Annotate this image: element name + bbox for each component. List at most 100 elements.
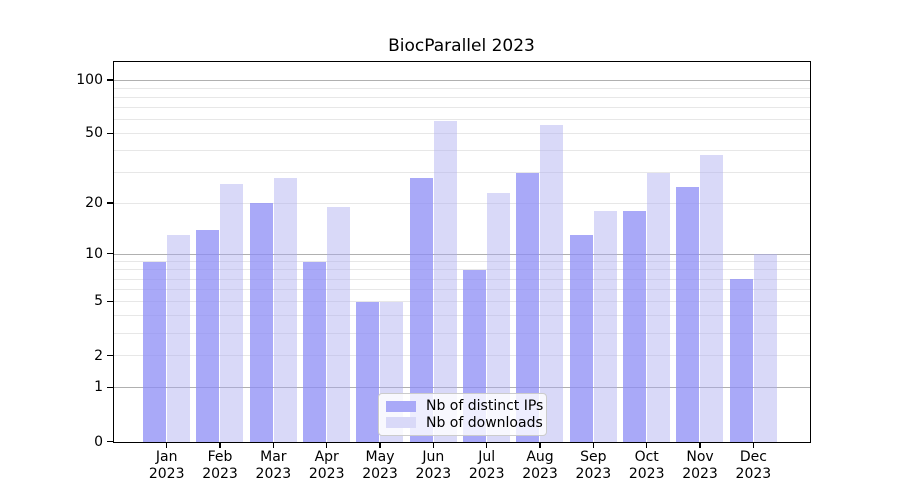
bar-distinct-ips-apr xyxy=(302,261,326,442)
y-tick-label: 10 xyxy=(85,245,103,262)
bar-distinct-ips-may xyxy=(356,301,380,442)
x-tick-mark xyxy=(592,443,594,448)
x-tick-mark xyxy=(272,443,274,448)
gridline-minor xyxy=(114,119,810,121)
legend-swatch-downloads xyxy=(386,417,416,429)
x-tick-label-nov: Nov 2023 xyxy=(673,449,727,483)
x-tick-year: 2023 xyxy=(255,465,292,482)
x-tick-month: May xyxy=(365,448,395,465)
x-tick-label-jan: Jan 2023 xyxy=(140,449,194,483)
bar-distinct-ips-jan xyxy=(142,261,166,442)
legend-label-downloads: Nb of downloads xyxy=(426,414,543,431)
y-tick-mark xyxy=(107,441,113,443)
x-tick-label-oct: Oct 2023 xyxy=(620,449,674,483)
bar-downloads-jun xyxy=(433,121,457,442)
gridline-major xyxy=(114,79,810,81)
x-tick-month: Feb xyxy=(207,448,233,465)
legend: Nb of distinct IPs Nb of downloads xyxy=(378,393,547,436)
gridline-minor xyxy=(114,97,810,99)
gridline-minor xyxy=(114,133,810,135)
gridline-minor xyxy=(114,87,810,89)
gridline-major xyxy=(114,253,810,255)
x-tick-month: Oct xyxy=(634,448,659,465)
gridline-minor xyxy=(114,202,810,204)
x-tick-year: 2023 xyxy=(202,465,238,482)
y-tick-label: 20 xyxy=(85,195,103,212)
bar-downloads-mar xyxy=(273,178,297,442)
x-tick-month: Jan xyxy=(155,448,178,465)
x-tick-year: 2023 xyxy=(628,465,665,482)
x-tick-label-may: May 2023 xyxy=(353,449,407,483)
gridline-minor xyxy=(114,278,810,280)
bar-downloads-oct xyxy=(646,172,670,442)
bar-distinct-ips-jun xyxy=(409,178,433,442)
x-tick-year: 2023 xyxy=(522,465,558,482)
x-tick-month: Aug xyxy=(526,448,554,465)
bar-downloads-aug xyxy=(540,125,564,442)
x-tick-label-dec: Dec 2023 xyxy=(726,449,780,483)
x-tick-year: 2023 xyxy=(415,465,452,482)
y-tick-label: 5 xyxy=(94,293,103,310)
x-tick-mark xyxy=(379,443,381,448)
x-tick-label-jun: Jun 2023 xyxy=(406,449,460,483)
x-tick-year: 2023 xyxy=(735,465,772,482)
gridline-minor xyxy=(114,150,810,152)
bar-distinct-ips-feb xyxy=(196,229,220,442)
gridline-minor xyxy=(114,315,810,317)
bar-downloads-dec xyxy=(753,254,777,442)
x-tick-mark xyxy=(699,443,701,448)
x-tick-month: Nov xyxy=(686,448,714,465)
bar-distinct-ips-dec xyxy=(729,279,753,442)
bar-distinct-ips-sep xyxy=(569,235,593,442)
gridline-minor xyxy=(114,332,810,334)
x-tick-mark xyxy=(432,443,434,448)
x-tick-label-mar: Mar 2023 xyxy=(246,449,300,483)
legend-item-downloads: Nb of downloads xyxy=(386,415,543,431)
legend-item-distinct-ips: Nb of distinct IPs xyxy=(386,398,543,414)
x-tick-year: 2023 xyxy=(682,465,718,482)
y-tick-label: 1 xyxy=(94,379,103,396)
plot-area xyxy=(113,61,811,443)
x-tick-mark xyxy=(486,443,488,448)
bar-distinct-ips-nov xyxy=(676,186,700,442)
y-tick-mark xyxy=(107,354,113,357)
bar-downloads-feb xyxy=(220,183,244,442)
x-tick-year: 2023 xyxy=(148,465,185,482)
gridline-minor xyxy=(114,288,810,290)
y-tick-label: 100 xyxy=(76,71,103,88)
y-tick-label: 2 xyxy=(94,347,103,364)
y-tick-label: 0 xyxy=(94,433,103,450)
x-tick-year: 2023 xyxy=(575,465,612,482)
gridline-minor xyxy=(114,261,810,262)
y-tick-mark xyxy=(107,79,113,81)
y-tick-mark xyxy=(107,253,113,255)
x-tick-month: Apr xyxy=(314,448,339,465)
chart-title: BiocParallel 2023 xyxy=(388,36,535,56)
y-tick-mark xyxy=(107,386,113,388)
x-tick-mark xyxy=(646,443,648,448)
legend-label-distinct-ips: Nb of distinct IPs xyxy=(426,398,544,415)
x-tick-month: Sep xyxy=(580,448,607,465)
x-tick-label-sep: Sep 2023 xyxy=(566,449,620,483)
bar-distinct-ips-mar xyxy=(249,203,273,442)
x-tick-mark xyxy=(752,443,754,448)
bar-downloads-sep xyxy=(593,211,617,442)
x-tick-mark xyxy=(219,443,221,448)
x-tick-year: 2023 xyxy=(308,465,345,482)
x-tick-year: 2023 xyxy=(468,465,505,482)
bar-distinct-ips-oct xyxy=(622,211,646,442)
gridline-minor xyxy=(114,355,810,357)
bar-downloads-jan xyxy=(166,235,190,442)
gridline-minor xyxy=(114,107,810,109)
y-tick-label: 50 xyxy=(85,125,103,142)
x-tick-month: Jul xyxy=(478,448,496,465)
bar-downloads-nov xyxy=(700,154,724,442)
x-tick-year: 2023 xyxy=(362,465,398,482)
bar-distinct-ips-aug xyxy=(516,172,540,442)
y-tick-mark xyxy=(107,300,113,302)
x-tick-month: Jun xyxy=(422,448,445,465)
x-tick-mark xyxy=(326,443,328,448)
y-tick-mark xyxy=(107,132,113,135)
x-tick-label-aug: Aug 2023 xyxy=(513,449,567,483)
